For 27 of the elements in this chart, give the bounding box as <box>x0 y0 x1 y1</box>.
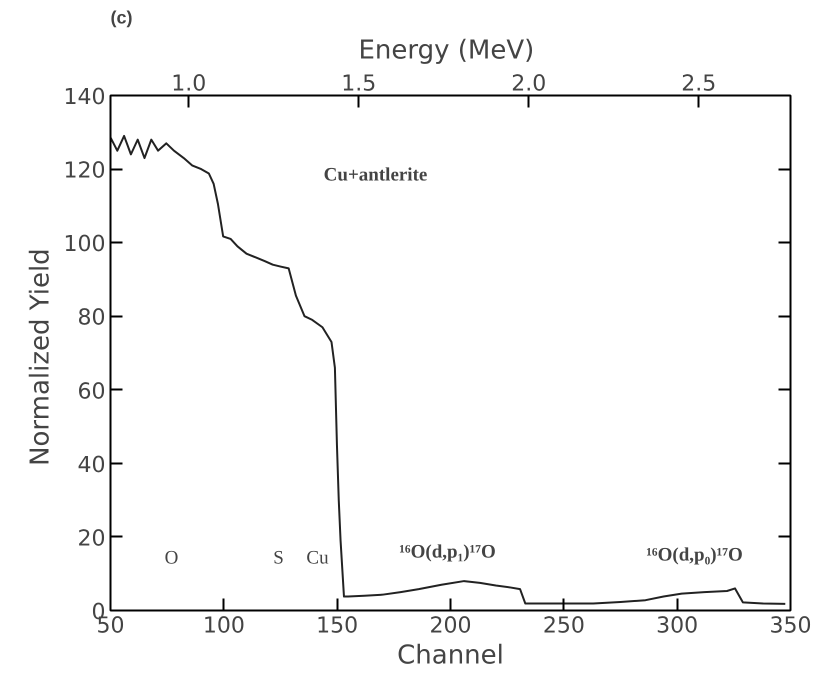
y-tick-label: 100 <box>64 232 106 258</box>
x-tick-label: 250 <box>542 614 585 638</box>
x-tick-label: 300 <box>656 614 698 638</box>
y-axis-title: Normalized Yield <box>26 248 56 466</box>
y-tick-label: 140 <box>64 85 106 110</box>
x2-axis-title: Energy (MeV) <box>358 36 534 66</box>
y-tick-label: 60 <box>78 379 106 404</box>
x2-tick-label: 1.0 <box>171 72 206 96</box>
annotation: O <box>164 548 178 568</box>
annotation: Cu <box>306 548 330 568</box>
x-tick-label: 350 <box>770 614 812 638</box>
x2-tick-label: 1.5 <box>341 72 376 96</box>
chart-title: (c) <box>110 8 133 28</box>
y-tick-label: 40 <box>78 452 106 478</box>
annotation: S <box>273 548 284 568</box>
x-axis-title: Channel <box>397 640 504 670</box>
annotation: Cu+antlerite <box>324 164 428 186</box>
annotation: ¹⁶O(d,p₁)¹⁷O <box>399 542 496 562</box>
y-tick-label: 80 <box>78 306 106 331</box>
annotation: ¹⁶O(d,p₀)¹⁷O <box>646 544 743 566</box>
x2-tick-label: 2.5 <box>681 72 716 96</box>
y-tick-label: 20 <box>78 526 106 552</box>
x-tick-label: 150 <box>316 614 358 638</box>
x-tick-label: 100 <box>202 614 245 638</box>
x2-tick-label: 2.0 <box>511 72 546 96</box>
x-tick-label: 200 <box>430 614 472 638</box>
y-tick-label: 120 <box>64 158 106 184</box>
